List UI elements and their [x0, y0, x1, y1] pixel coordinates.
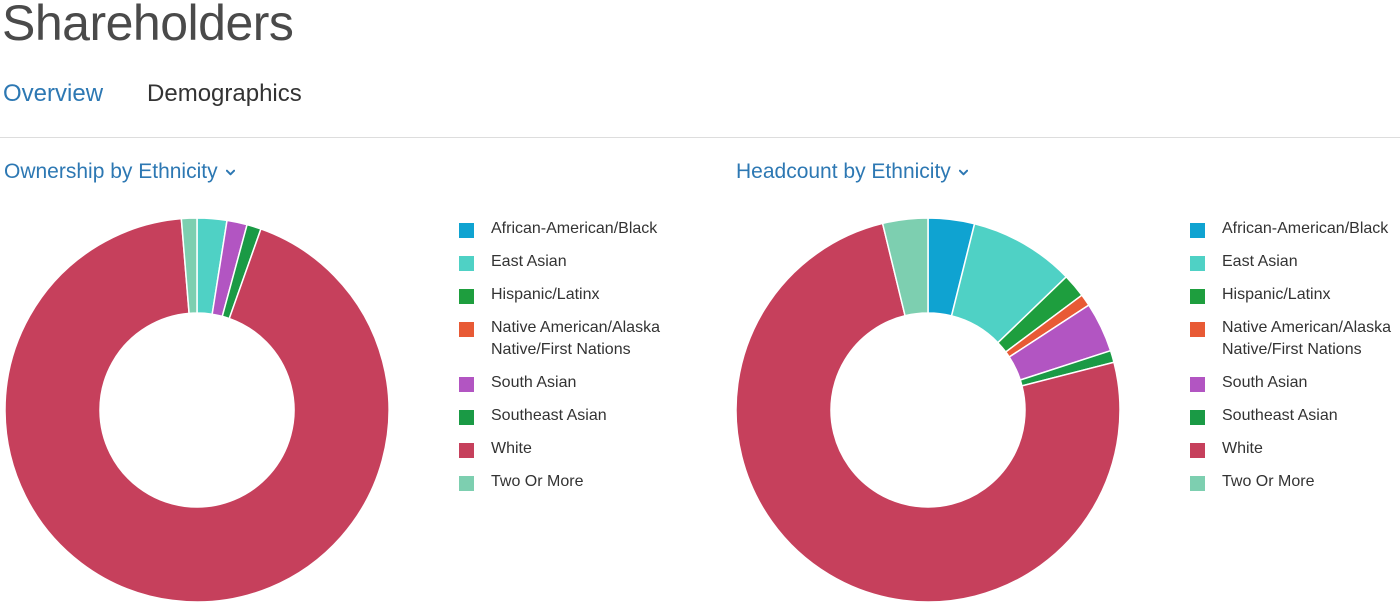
ownership-chart-title: Ownership by Ethnicity	[4, 160, 218, 183]
legend-swatch	[459, 322, 474, 337]
legend-swatch	[459, 410, 474, 425]
legend-swatch	[1190, 377, 1205, 392]
chevron-down-icon	[958, 169, 968, 175]
legend-swatch	[1190, 443, 1205, 458]
headcount-donut-chart	[735, 217, 1121, 603]
legend-item-southeast-asian[interactable]: Southeast Asian	[459, 407, 681, 441]
tab-bar: Overview Demographics	[3, 80, 302, 108]
legend-item-two-or-more[interactable]: Two Or More	[459, 473, 681, 507]
legend-label: Hispanic/Latinx	[491, 286, 600, 303]
legend-item-african-american-black[interactable]: African-American/Black	[459, 220, 681, 254]
legend-label: East Asian	[491, 253, 567, 270]
legend-label: South Asian	[491, 374, 577, 391]
legend-swatch	[1190, 289, 1205, 304]
legend-item-african-american-black[interactable]: African-American/Black	[1190, 220, 1400, 254]
legend-item-two-or-more[interactable]: Two Or More	[1190, 473, 1400, 507]
headcount-chart-panel: Headcount by Ethnicity African-American/…	[735, 160, 1400, 603]
legend-item-east-asian[interactable]: East Asian	[1190, 253, 1400, 287]
legend-swatch	[459, 377, 474, 392]
page-title: Shareholders	[2, 0, 294, 51]
legend-label: White	[491, 440, 532, 457]
legend-label: Native American/Alaska Native/First Nati…	[1222, 319, 1391, 358]
ownership-legend: African-American/Black East Asian Hispanic…	[459, 220, 681, 507]
legend-swatch	[459, 289, 474, 304]
legend-item-south-asian[interactable]: South Asian	[459, 374, 681, 408]
headcount-chart-dropdown[interactable]: Headcount by Ethnicity	[736, 160, 968, 184]
legend-label: Hispanic/Latinx	[1222, 286, 1331, 303]
headcount-legend: African-American/Black East Asian Hispanic…	[1190, 220, 1400, 507]
slice-white[interactable]	[4, 217, 390, 603]
legend-swatch	[1190, 256, 1205, 271]
legend-swatch	[1190, 476, 1205, 491]
legend-item-east-asian[interactable]: East Asian	[459, 253, 681, 287]
legend-swatch	[1190, 223, 1205, 238]
legend-label: African-American/Black	[491, 220, 658, 237]
legend-label: Two Or More	[1222, 473, 1315, 490]
legend-item-white[interactable]: White	[459, 440, 681, 474]
tabs-divider	[0, 137, 1400, 138]
chevron-down-icon	[225, 169, 235, 175]
ownership-chart-dropdown[interactable]: Ownership by Ethnicity	[4, 160, 235, 184]
ownership-chart-panel: Ownership by Ethnicity African-American/…	[4, 160, 704, 603]
legend-swatch	[1190, 410, 1205, 425]
legend-item-white[interactable]: White	[1190, 440, 1400, 474]
legend-label: South Asian	[1222, 374, 1308, 391]
legend-label: Southeast Asian	[491, 407, 607, 424]
legend-label: Native American/Alaska Native/First Nati…	[491, 319, 660, 358]
tab-demographics[interactable]: Demographics	[147, 80, 302, 107]
legend-label: Two Or More	[491, 473, 584, 490]
slice-white[interactable]	[735, 222, 1121, 603]
legend-label: African-American/Black	[1222, 220, 1389, 237]
legend-swatch	[459, 476, 474, 491]
legend-item-southeast-asian[interactable]: Southeast Asian	[1190, 407, 1400, 441]
legend-swatch	[459, 223, 474, 238]
legend-label: White	[1222, 440, 1263, 457]
legend-swatch	[459, 443, 474, 458]
legend-item-native-american-alaska-native-first-nations[interactable]: Native American/Alaska Native/First Nati…	[1190, 319, 1400, 375]
headcount-chart-title: Headcount by Ethnicity	[736, 160, 951, 183]
slice-two-or-more[interactable]	[180, 217, 198, 315]
slice-two-or-more[interactable]	[881, 217, 929, 317]
legend-item-hispanic-latinx[interactable]: Hispanic/Latinx	[459, 286, 681, 320]
legend-swatch	[459, 256, 474, 271]
ownership-donut-chart	[4, 217, 390, 603]
legend-item-native-american-alaska-native-first-nations[interactable]: Native American/Alaska Native/First Nati…	[459, 319, 681, 375]
legend-item-hispanic-latinx[interactable]: Hispanic/Latinx	[1190, 286, 1400, 320]
legend-label: East Asian	[1222, 253, 1298, 270]
legend-swatch	[1190, 322, 1205, 337]
tab-overview[interactable]: Overview	[3, 80, 104, 107]
legend-label: Southeast Asian	[1222, 407, 1338, 424]
legend-item-south-asian[interactable]: South Asian	[1190, 374, 1400, 408]
